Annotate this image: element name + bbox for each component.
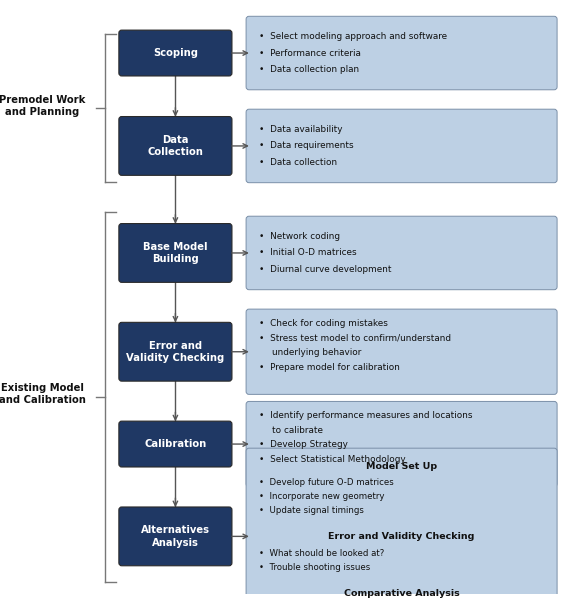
Text: •  Develop Strategy: • Develop Strategy xyxy=(259,440,348,449)
FancyBboxPatch shape xyxy=(119,322,232,381)
FancyBboxPatch shape xyxy=(246,216,557,290)
Text: •  Check for coding mistakes: • Check for coding mistakes xyxy=(259,319,388,328)
Text: underlying behavior: underlying behavior xyxy=(272,348,361,357)
Text: •  Prepare model for calibration: • Prepare model for calibration xyxy=(259,362,400,371)
FancyBboxPatch shape xyxy=(119,421,232,467)
Text: Scoping: Scoping xyxy=(153,48,198,58)
Text: •  Data collection: • Data collection xyxy=(259,158,337,167)
Text: •  Trouble shooting issues: • Trouble shooting issues xyxy=(259,563,370,572)
FancyBboxPatch shape xyxy=(119,224,232,283)
Text: •  What should be looked at?: • What should be looked at? xyxy=(259,549,384,558)
Text: •  Initial O-D matrices: • Initial O-D matrices xyxy=(259,248,357,257)
Text: Data
Collection: Data Collection xyxy=(148,135,203,157)
FancyBboxPatch shape xyxy=(119,30,232,76)
Text: Alternatives
Analysis: Alternatives Analysis xyxy=(141,525,210,548)
FancyBboxPatch shape xyxy=(246,109,557,182)
Text: to calibrate: to calibrate xyxy=(272,426,323,435)
Text: •  Diurnal curve development: • Diurnal curve development xyxy=(259,265,392,274)
Text: Base Model
Building: Base Model Building xyxy=(143,242,208,264)
Text: •  Network coding: • Network coding xyxy=(259,232,340,241)
Text: •  Stress test model to confirm/understand: • Stress test model to confirm/understan… xyxy=(259,334,451,343)
Text: •  Identify performance measures and locations: • Identify performance measures and loca… xyxy=(259,412,473,421)
Text: Error and
Validity Checking: Error and Validity Checking xyxy=(126,341,224,363)
Text: •  Develop future O-D matrices: • Develop future O-D matrices xyxy=(259,478,394,487)
Text: Calibration: Calibration xyxy=(144,439,207,449)
Text: •  Data availability: • Data availability xyxy=(259,125,343,134)
Text: Premodel Work
and Planning: Premodel Work and Planning xyxy=(0,95,86,117)
FancyBboxPatch shape xyxy=(246,16,557,90)
Text: •  Select Statistical Methodology: • Select Statistical Methodology xyxy=(259,455,406,464)
FancyBboxPatch shape xyxy=(246,401,557,487)
Text: •  Select modeling approach and software: • Select modeling approach and software xyxy=(259,32,447,41)
FancyBboxPatch shape xyxy=(246,448,557,600)
Text: •  Incorporate new geometry: • Incorporate new geometry xyxy=(259,492,385,501)
Text: Existing Model
and Calibration: Existing Model and Calibration xyxy=(0,383,86,405)
Text: Model Set Up: Model Set Up xyxy=(366,462,437,470)
Text: •  Update signal timings: • Update signal timings xyxy=(259,506,364,515)
FancyBboxPatch shape xyxy=(246,309,557,394)
FancyBboxPatch shape xyxy=(119,116,232,175)
Text: Comparative Analysis: Comparative Analysis xyxy=(344,589,459,598)
Text: Error and Validity Checking: Error and Validity Checking xyxy=(328,532,475,541)
Text: •  Performance criteria: • Performance criteria xyxy=(259,49,361,58)
FancyBboxPatch shape xyxy=(119,507,232,566)
Text: •  Data requirements: • Data requirements xyxy=(259,142,354,151)
Text: •  Data collection plan: • Data collection plan xyxy=(259,65,359,74)
